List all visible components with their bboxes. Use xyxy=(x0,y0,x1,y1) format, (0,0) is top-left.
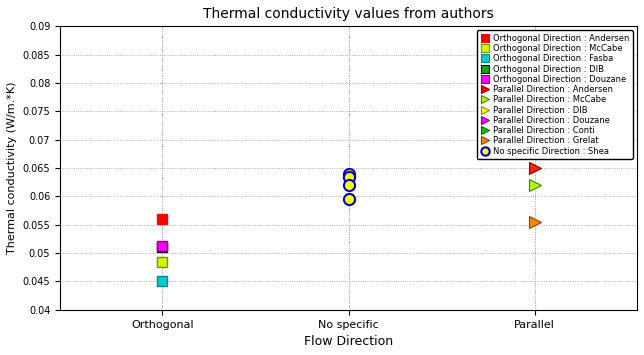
Y-axis label: Thermal conductivity (W/m.*K): Thermal conductivity (W/m.*K) xyxy=(7,82,17,254)
Legend: Orthogonal Direction : Andersen, Orthogonal Direction : McCabe, Orthogonal Direc: Orthogonal Direction : Andersen, Orthogo… xyxy=(477,31,633,159)
Title: Thermal conductivity values from authors: Thermal conductivity values from authors xyxy=(203,7,494,21)
X-axis label: Flow Direction: Flow Direction xyxy=(304,335,393,348)
